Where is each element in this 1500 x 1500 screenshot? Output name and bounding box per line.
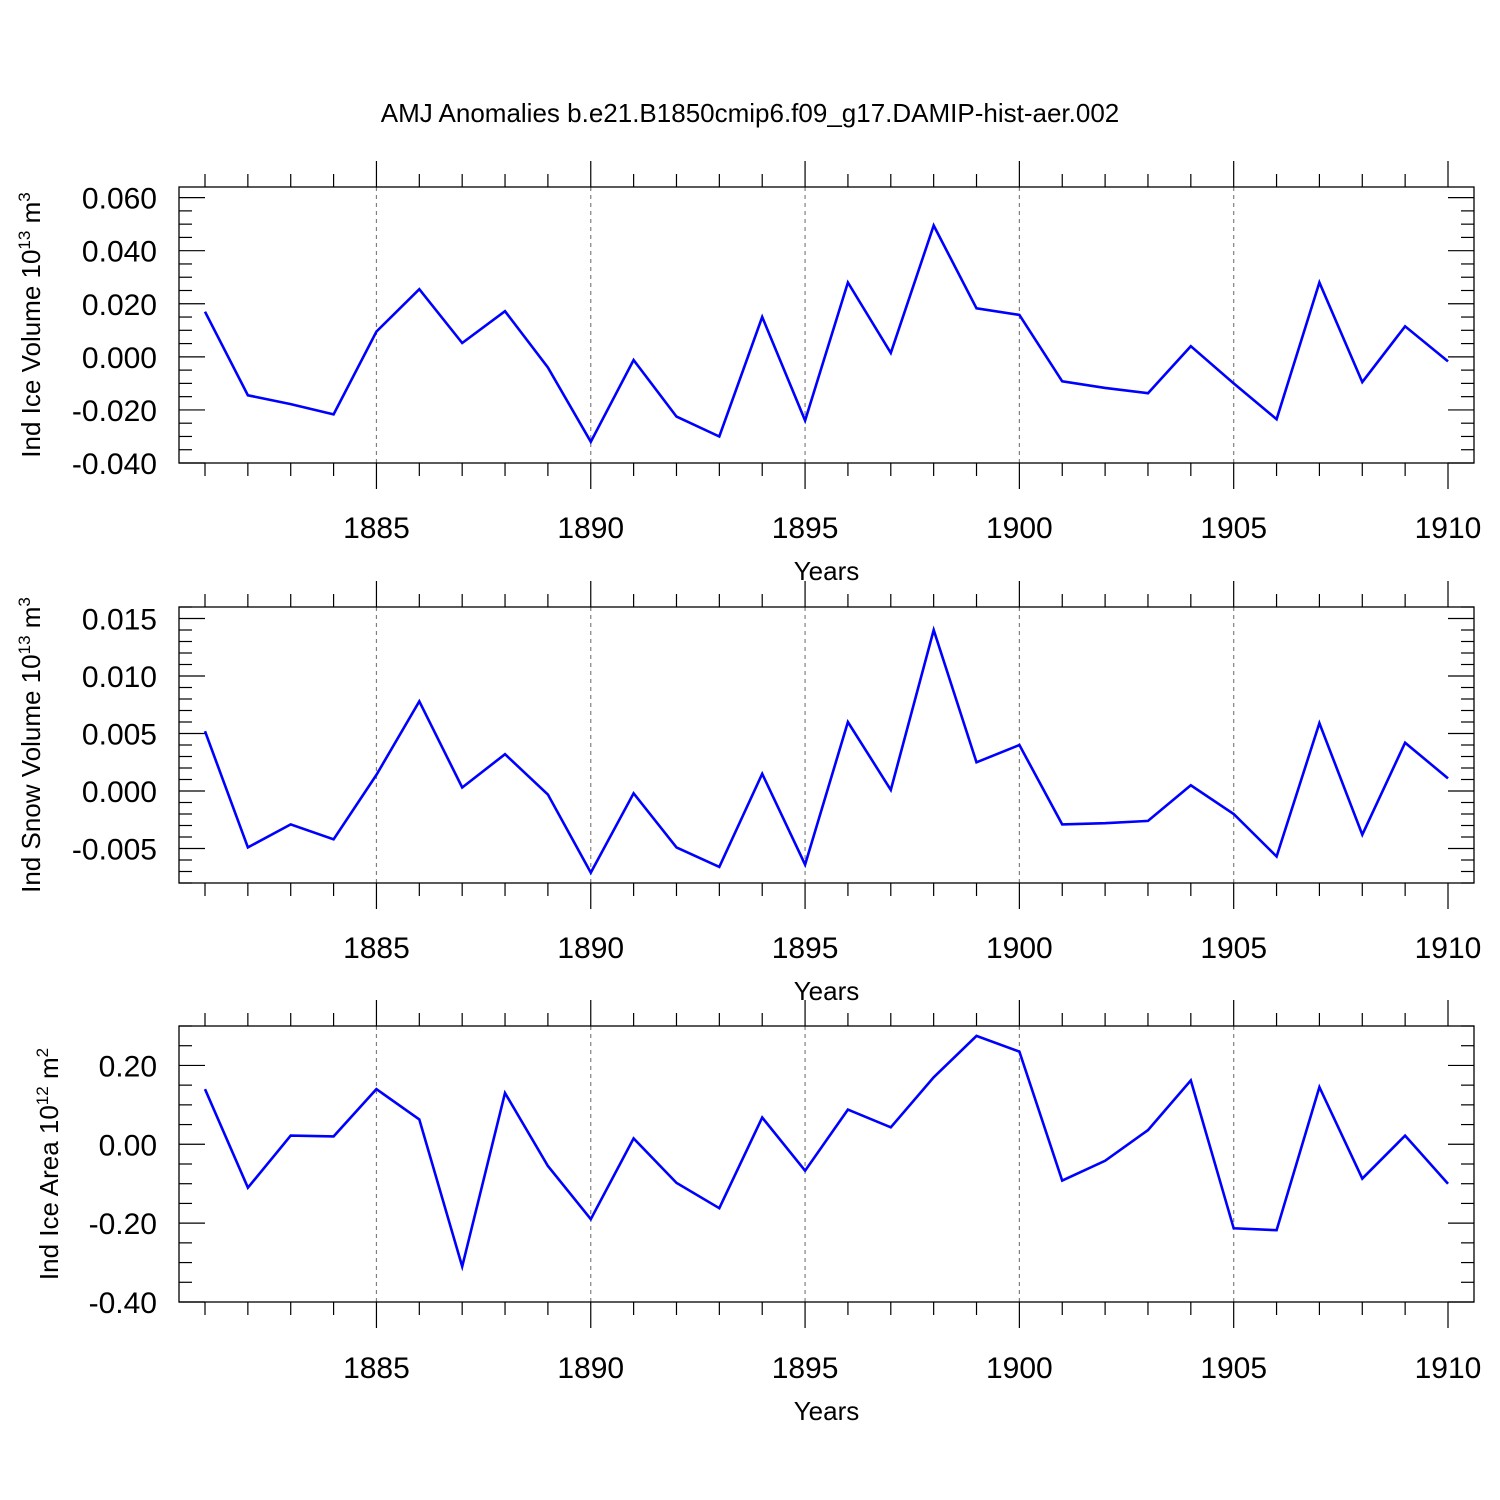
x-tick-label: 1895 [772, 512, 839, 545]
y-tick-label: 0.015 [82, 604, 157, 637]
y-axis-title: Ind Snow Volume 1013 m3 [15, 597, 46, 893]
panel-ice-volume: 0.060 0.040 0.020 0.000 -0.020 -0.040 1885 1890… [15, 161, 1481, 586]
x-tick-label: 1910 [1415, 512, 1482, 545]
y-tick-label: 0.010 [82, 661, 157, 694]
y-tick-label: -0.040 [72, 448, 157, 481]
y-axis-title-exp: 12 [33, 1086, 52, 1105]
y-tick-label: -0.005 [72, 834, 157, 867]
y-axis-title: Ind Ice Volume 1013 m3 [15, 192, 46, 457]
x-tick-label: 1905 [1200, 512, 1267, 545]
y-tick-label: 0.060 [82, 183, 157, 216]
x-tick-label: 1885 [343, 932, 410, 965]
chart-title: AMJ Anomalies b.e21.B1850cmip6.f09_g17.D… [380, 98, 1120, 128]
y-tick-label: 0.005 [82, 719, 157, 752]
y-tick-label: 0.20 [99, 1050, 157, 1083]
y-axis-title-unit-exp: 3 [15, 192, 34, 201]
y-axis-title-base: Ind Ice Volume 10 [16, 250, 46, 458]
y-tick-label: 0.020 [82, 289, 157, 322]
y-tick-label: -0.20 [89, 1208, 157, 1241]
x-tick-label: 1895 [772, 932, 839, 965]
y-axis-title: Ind Ice Area 1012 m2 [33, 1048, 64, 1280]
y-axis-title-exp: 13 [15, 231, 34, 250]
plot-frame [178, 186, 1475, 464]
y-axis-title-exp: 13 [15, 635, 34, 654]
plot-frame [178, 1025, 1475, 1303]
x-tick-label: 1910 [1415, 1352, 1482, 1385]
series-line-ice-volume [203, 222, 1449, 445]
y-axis-title-unit: m [34, 1057, 64, 1086]
plot-frame [178, 606, 1475, 884]
y-tick-label: -0.40 [89, 1287, 157, 1320]
y-axis-title-base: Ind Ice Area 10 [34, 1105, 64, 1280]
y-tick-label: 0.00 [99, 1129, 157, 1162]
x-tick-label: 1895 [772, 1352, 839, 1385]
x-tick-label: 1885 [343, 512, 410, 545]
x-tick-label: 1900 [986, 932, 1053, 965]
x-tick-label: 1890 [557, 512, 624, 545]
x-tick-label: 1885 [343, 1352, 410, 1385]
y-axis-title-unit: m [16, 202, 46, 231]
x-tick-label: 1900 [986, 1352, 1053, 1385]
y-tick-label: 0.000 [82, 342, 157, 375]
x-tick-label: 1890 [557, 932, 624, 965]
y-axis-title-unit: m [16, 607, 46, 636]
x-axis-title: Years [794, 556, 860, 586]
x-axis-title: Years [794, 976, 860, 1006]
y-tick-label: 0.040 [82, 236, 157, 269]
series-line-snow-volume [203, 625, 1449, 876]
x-tick-label: 1910 [1415, 932, 1482, 965]
x-axis-title: Years [794, 1396, 860, 1426]
series-line-ice-area [203, 1034, 1449, 1272]
y-tick-label: 0.000 [82, 776, 157, 809]
panel-snow-volume: 0.015 0.010 0.005 0.000 -0.005 1885 1890 1895 19… [15, 581, 1481, 1006]
x-tick-label: 1905 [1200, 1352, 1267, 1385]
x-tick-label: 1900 [986, 512, 1053, 545]
panel-ice-area: 0.20 0.00 -0.20 -0.40 1885 1890 1895 1900 1905 19… [33, 1000, 1481, 1426]
y-axis-title-base: Ind Snow Volume 10 [16, 654, 46, 893]
y-axis-title-unit-exp: 2 [33, 1048, 52, 1057]
x-tick-label: 1905 [1200, 932, 1267, 965]
y-axis-title-unit-exp: 3 [15, 597, 34, 606]
x-tick-label: 1890 [557, 1352, 624, 1385]
y-tick-label: -0.020 [72, 395, 157, 428]
